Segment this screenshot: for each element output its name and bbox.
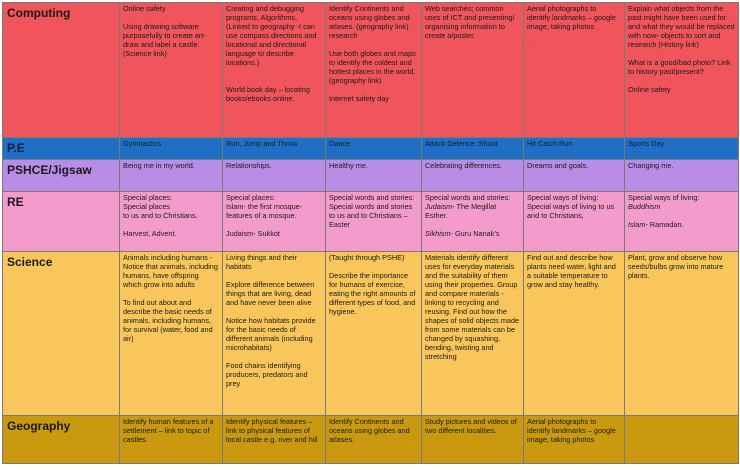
cell-pe-3: Dance — [325, 137, 422, 160]
cell-computing-2: Creating and debugging programs, Algorit… — [222, 2, 326, 138]
re-6-heading: Special ways of living: — [628, 193, 700, 202]
cell-pshce-4: Celebrating differences. — [421, 159, 524, 192]
cell-pshce-1: Being me in my world. — [119, 159, 223, 192]
cell-pe-1: Gymnastics — [119, 137, 223, 160]
subject-geography: Geography — [2, 415, 120, 464]
re-4-sikhism-text: - Guru Nanak’s — [450, 229, 500, 238]
row-pe: P.E Gymnastics Run, Jump and Throw Dance… — [2, 137, 739, 160]
cell-re-4: Special words and stories: Judaism- The … — [421, 191, 524, 252]
cell-computing-4: Web searches; common uses of ICT and pre… — [421, 2, 524, 138]
subject-science: Science — [2, 251, 120, 416]
cell-computing-6: Explain what objects from the past might… — [624, 2, 739, 138]
row-geography: Geography Identify human features of a s… — [2, 415, 739, 464]
cell-re-6: Special ways of living: Buddhism Islam- … — [624, 191, 739, 252]
cell-computing-3: Identify Continents and oceans using glo… — [325, 2, 422, 138]
subject-re: RE — [2, 191, 120, 252]
cell-pshce-2: Relationships. — [222, 159, 326, 192]
cell-science-5: Find out and describe how plants need wa… — [523, 251, 625, 416]
cell-geography-6 — [624, 415, 739, 464]
cell-pe-2: Run, Jump and Throw — [222, 137, 326, 160]
row-science: Science Animals including humans - Notic… — [2, 251, 739, 416]
re-6-islam: Islam — [628, 220, 646, 229]
cell-re-1: Special places: Special places to us and… — [119, 191, 223, 252]
re-4-judaism: Judaism — [425, 202, 453, 211]
subject-pe: P.E — [2, 137, 120, 160]
cell-science-6: Plant, grow and observe how seeds/bulbs … — [624, 251, 739, 416]
row-pshce: PSHCE/Jigsaw Being me in my world. Relat… — [2, 159, 739, 192]
cell-geography-3: Identify Continents and oceans using glo… — [325, 415, 422, 464]
re-4-sikhism: Sikhism — [425, 229, 451, 238]
subject-computing: Computing — [2, 2, 120, 138]
cell-re-3: Special words and stories: Special words… — [325, 191, 422, 252]
re-4-heading: Special words and stories: — [425, 193, 511, 202]
curriculum-table: Computing Online safety Using drawing so… — [2, 2, 739, 464]
subject-pshce: PSHCE/Jigsaw — [2, 159, 120, 192]
cell-science-2: Living things and their habitats Explore… — [222, 251, 326, 416]
row-re: RE Special places: Special places to us … — [2, 191, 739, 252]
cell-pshce-5: Dreams and goals. — [523, 159, 625, 192]
re-6-islam-text: - Ramadan. — [645, 220, 684, 229]
cell-pshce-3: Healthy me. — [325, 159, 422, 192]
row-computing: Computing Online safety Using drawing so… — [2, 2, 739, 138]
re-6-buddhism: Buddhism — [628, 202, 661, 211]
cell-re-5: Special ways of living: Special ways of … — [523, 191, 625, 252]
cell-pe-6: Sports Day — [624, 137, 739, 160]
cell-geography-5: Aerial photographs to identify landmarks… — [523, 415, 625, 464]
cell-science-3: (Taught through PSHE) Describe the impor… — [325, 251, 422, 416]
cell-computing-5: Aerial photographs to identify landmarks… — [523, 2, 625, 138]
re-4-judaism-text: - The Megillat Esther. — [425, 202, 497, 220]
cell-geography-2: Identify physical features – link to phy… — [222, 415, 326, 464]
cell-science-1: Animals including humans - Notice that a… — [119, 251, 223, 416]
cell-geography-1: Identify human features of a settlement … — [119, 415, 223, 464]
cell-re-2: Special places: Islam- the first mosque-… — [222, 191, 326, 252]
cell-geography-4: Study pictures and videos of two differe… — [421, 415, 524, 464]
cell-pe-5: Hit Catch Run — [523, 137, 625, 160]
cell-science-4: Materials identify different uses for ev… — [421, 251, 524, 416]
cell-pshce-6: Changing me. — [624, 159, 739, 192]
cell-computing-1: Online safety Using drawing software pur… — [119, 2, 223, 138]
cell-pe-4: Attack Defence, Shoot — [421, 137, 524, 160]
